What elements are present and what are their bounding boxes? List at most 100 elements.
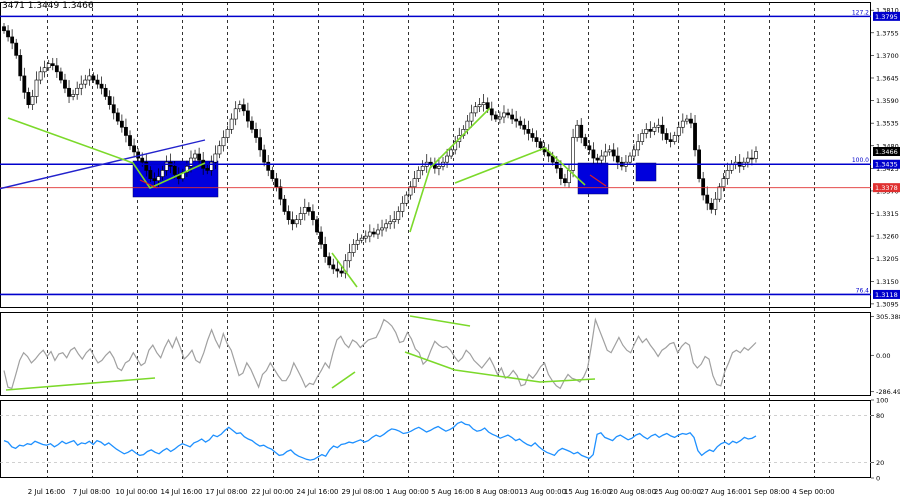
candle-body xyxy=(575,124,580,138)
price-label: 1.3466 xyxy=(873,147,900,157)
candle-body xyxy=(42,67,47,73)
candle-body xyxy=(571,137,575,171)
y-tick-label: 1.3645 xyxy=(876,74,899,82)
candle-body xyxy=(392,219,397,223)
fib-label: 76.4 xyxy=(856,287,870,294)
candle-body xyxy=(258,137,262,151)
candle-body xyxy=(538,141,543,149)
cci-divergence-line xyxy=(331,371,356,389)
y-tick-label: 1.3095 xyxy=(876,300,899,308)
candle-body xyxy=(26,92,31,105)
candle-body xyxy=(148,170,153,179)
candle-body xyxy=(172,165,177,175)
candle-body xyxy=(221,137,226,147)
y-tick-label: 1.3590 xyxy=(876,97,899,105)
candle-body xyxy=(347,252,352,262)
x-tick-label: 25 Aug 00:00 xyxy=(654,488,701,496)
price-label-text: 1.3466 xyxy=(875,148,898,156)
candle-body xyxy=(465,120,470,130)
candle-body xyxy=(445,155,449,163)
x-tick-label: 24 Jul 16:00 xyxy=(297,488,339,496)
candle-body xyxy=(611,149,616,157)
candle-body xyxy=(481,102,486,105)
candle-body xyxy=(319,231,323,245)
candle-body xyxy=(99,83,104,89)
rsi-tick-label: 100 xyxy=(876,397,888,405)
candle-body xyxy=(331,264,336,270)
cci-divergence-line xyxy=(404,351,596,383)
candle-body xyxy=(197,153,202,161)
price-label-text: 1.3118 xyxy=(875,291,898,299)
candle-body xyxy=(10,36,15,44)
candle-body xyxy=(437,165,441,169)
candle-body xyxy=(502,112,506,118)
candle-body xyxy=(672,135,677,142)
candle-body xyxy=(266,161,271,171)
candle-body xyxy=(115,112,120,122)
candle-body xyxy=(705,194,710,204)
candle-body xyxy=(526,129,531,134)
candle-body xyxy=(144,161,149,171)
candle-body xyxy=(124,126,128,136)
candle-body xyxy=(91,75,96,81)
rsi-line xyxy=(3,421,757,461)
x-tick-label: 4 Sep 00:00 xyxy=(792,488,834,496)
candle-body xyxy=(522,124,527,130)
candle-body xyxy=(209,161,214,171)
candle-body xyxy=(225,129,230,138)
candle-body xyxy=(615,155,620,163)
candle-body xyxy=(205,168,210,171)
candle-body xyxy=(213,153,218,163)
price-label: 1.3378 xyxy=(873,183,900,193)
price-label-bg xyxy=(873,159,900,169)
candle-body xyxy=(514,118,519,122)
candle-body xyxy=(79,83,84,89)
candle-body xyxy=(644,129,649,134)
candle-body xyxy=(587,145,592,151)
candle-body xyxy=(607,149,612,153)
candle-body xyxy=(132,145,136,153)
x-tick-label: 7 Jul 08:00 xyxy=(73,488,111,496)
candle-body xyxy=(652,126,657,132)
candle-body xyxy=(30,96,35,105)
candle-body xyxy=(298,213,303,220)
candle-body xyxy=(477,104,482,108)
candle-body xyxy=(343,260,348,274)
candle-body xyxy=(388,221,393,225)
candle-body xyxy=(420,165,425,171)
x-tick-label: 15 Aug 16:00 xyxy=(564,488,611,496)
candle-body xyxy=(676,126,681,136)
y-tick-label: 1.3480 xyxy=(876,142,899,150)
rsi-tick-label: 80 xyxy=(876,412,884,420)
candle-body xyxy=(367,231,372,237)
candle-body xyxy=(709,202,714,210)
candle-body xyxy=(534,137,539,142)
candle-body xyxy=(583,137,588,147)
pattern-line-red xyxy=(589,174,607,187)
candle-body xyxy=(359,237,364,241)
candle-body xyxy=(404,194,409,204)
candle-body xyxy=(721,178,726,188)
candle-body xyxy=(87,75,92,81)
candle-body xyxy=(473,106,478,114)
candle-body xyxy=(530,133,535,138)
candle-body xyxy=(372,231,376,235)
candle-body xyxy=(648,129,653,132)
candle-body xyxy=(111,104,116,114)
cci-divergence-line xyxy=(5,377,156,391)
candle-body xyxy=(306,207,311,212)
candle-body xyxy=(595,157,600,161)
candle-body xyxy=(245,110,250,122)
consolidation-box xyxy=(635,162,657,182)
candle-body xyxy=(193,153,197,159)
price-label-text: 1.3378 xyxy=(875,184,898,192)
candle-body xyxy=(376,229,380,235)
candle-body xyxy=(591,149,596,159)
candle-body xyxy=(640,133,645,142)
ohlc-header: 3471 1.3449 1.3466 xyxy=(2,1,94,11)
x-tick-label: 20 Aug 08:00 xyxy=(609,488,656,496)
candle-body xyxy=(754,151,758,159)
candle-body xyxy=(119,120,124,128)
y-tick-label: 1.3260 xyxy=(876,233,899,241)
candle-body xyxy=(290,219,295,225)
